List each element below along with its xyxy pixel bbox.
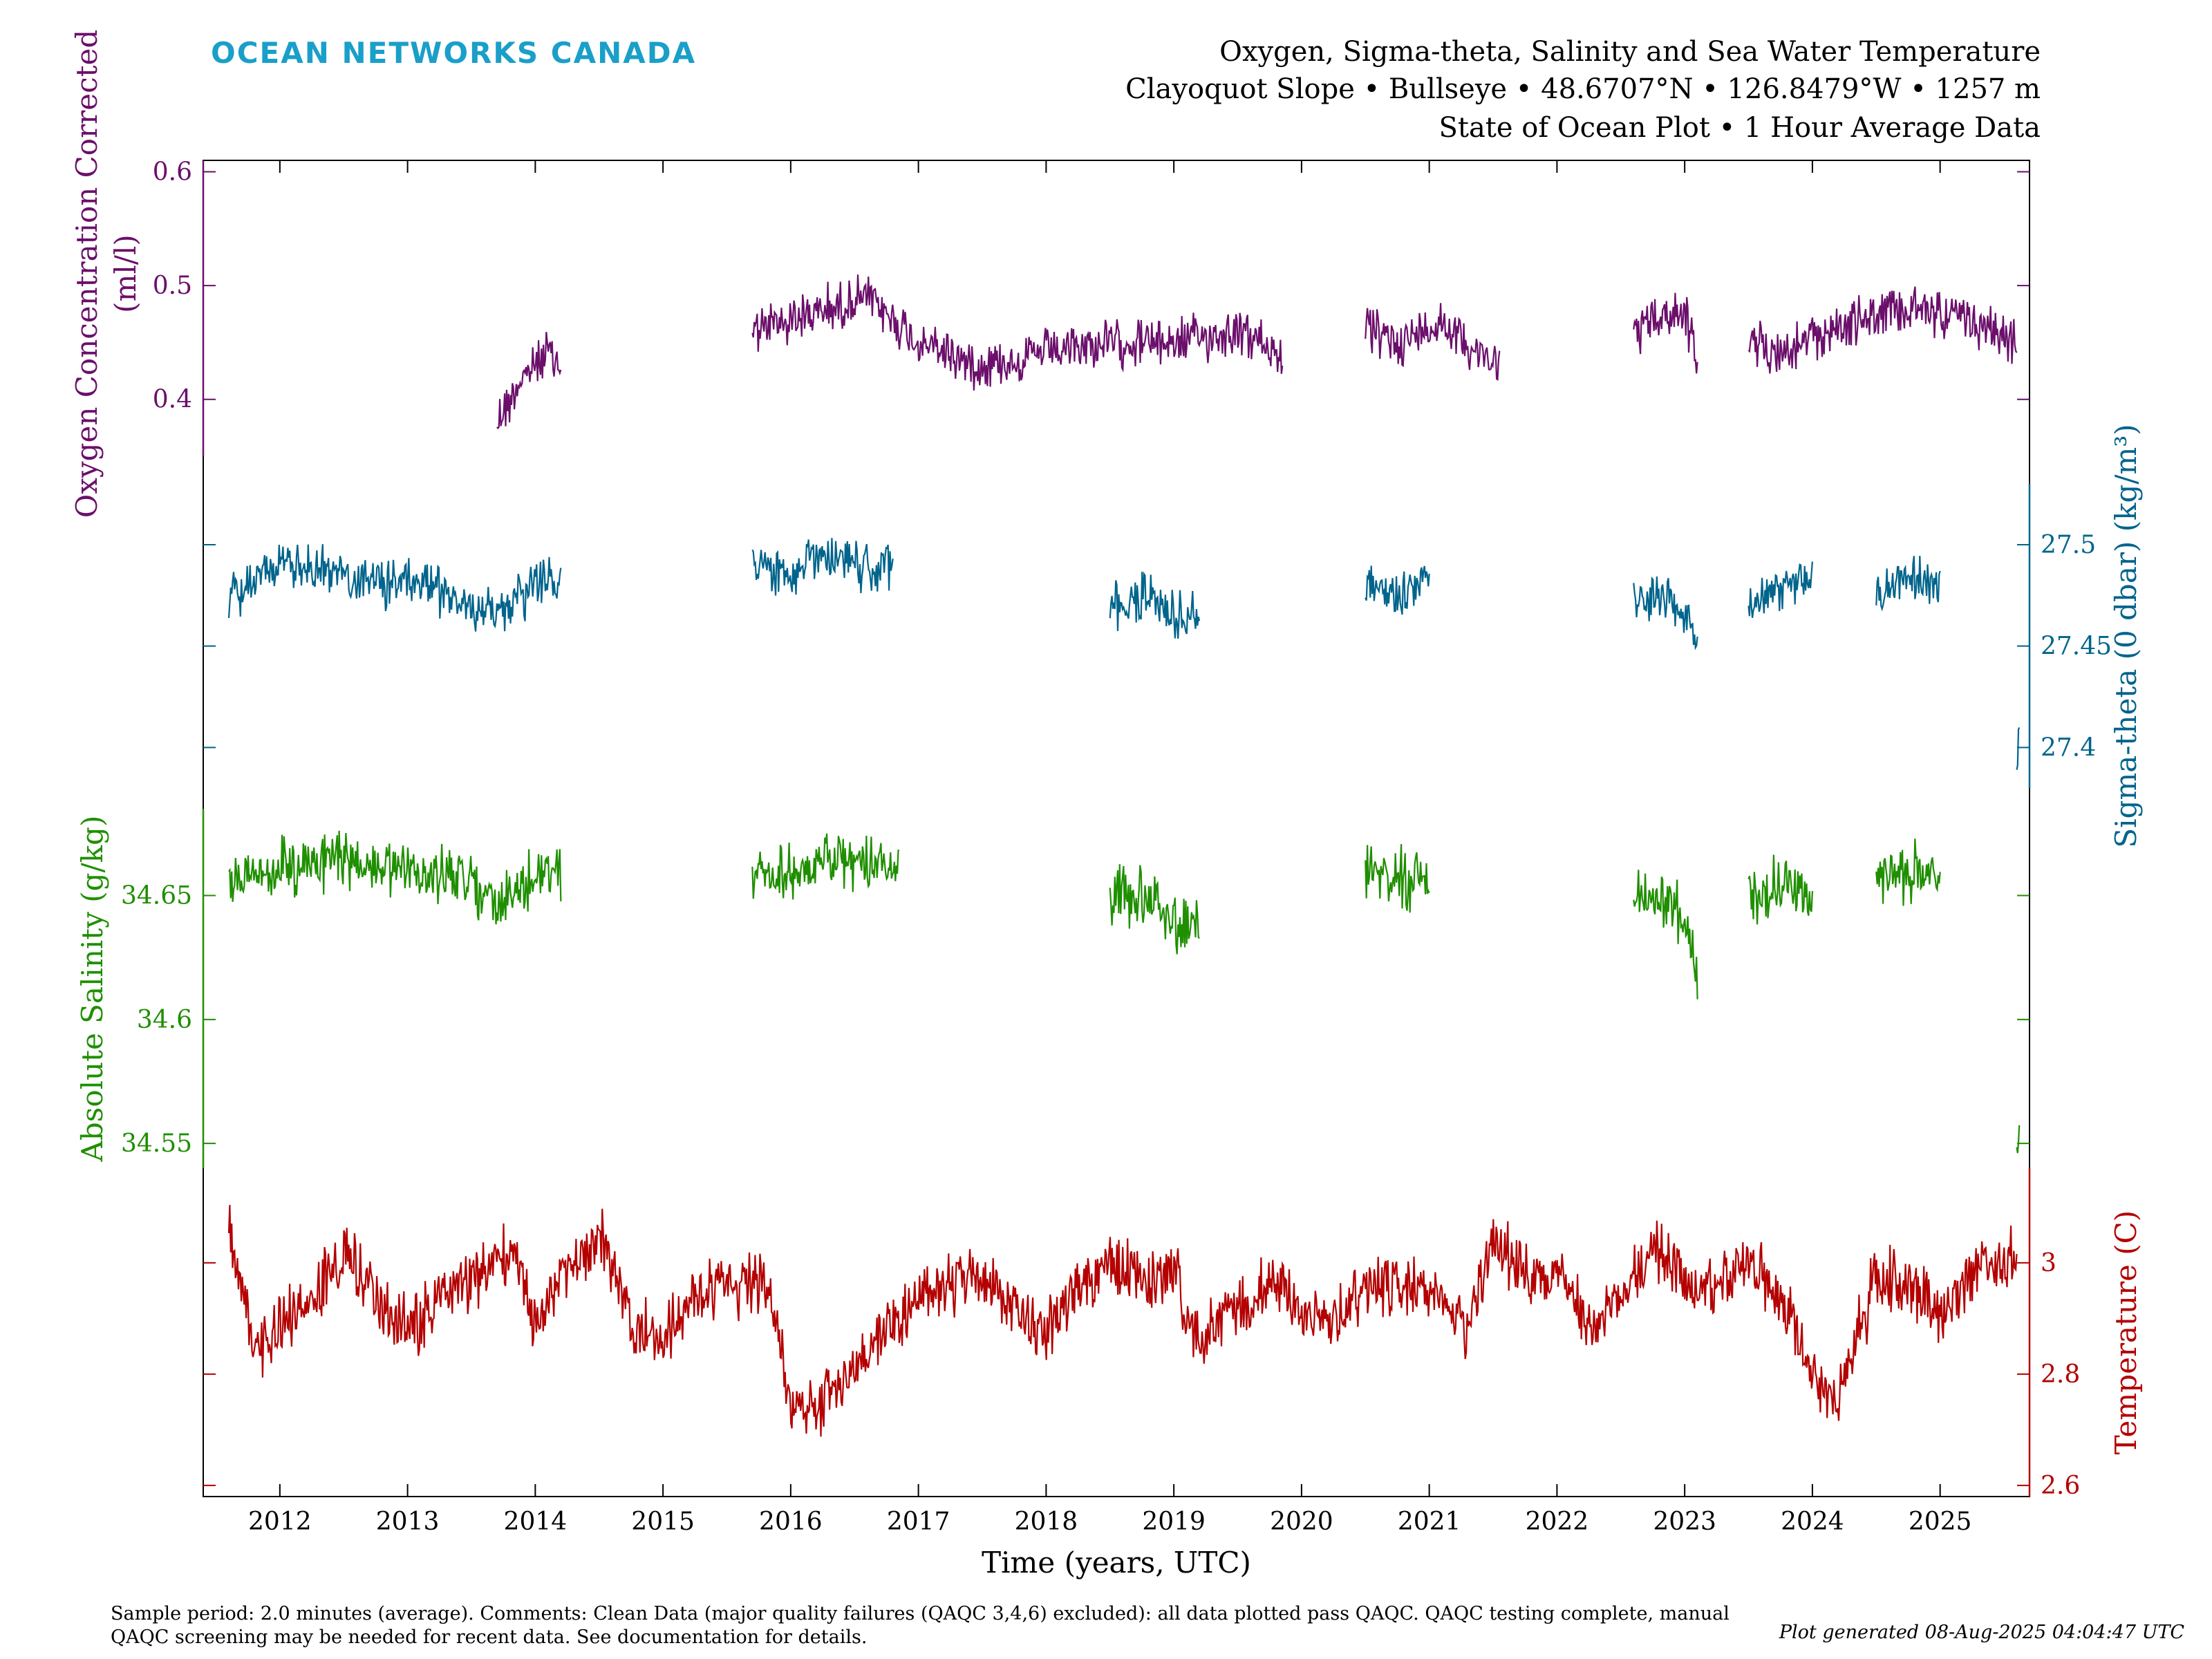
x-tick-label: 2015 bbox=[631, 1508, 695, 1536]
footer-generated-date: Plot generated 08-Aug-2025 04:04:47 UTC bbox=[1779, 1622, 2184, 1643]
y-tick-label: 27.5 bbox=[2041, 531, 2096, 559]
chart-subtitle-location: Clayoquot Slope • Bullseye • 48.6707°N •… bbox=[1125, 73, 2041, 105]
footer-comments: Sample period: 2.0 minutes (average). Co… bbox=[111, 1603, 1730, 1648]
series-0-segment-2 bbox=[1365, 303, 1501, 381]
y-tick-label: 2.6 bbox=[2041, 1472, 2080, 1500]
y-tick-label: 34.65 bbox=[121, 882, 192, 910]
series-2-segment-2 bbox=[1109, 864, 1200, 955]
y-tick-label: 27.4 bbox=[2041, 733, 2096, 762]
series-1-segment-6 bbox=[1875, 555, 1941, 612]
series-1-segment-5 bbox=[1747, 561, 1813, 618]
series-layer bbox=[227, 274, 2021, 1437]
series-1-segment-1 bbox=[751, 538, 894, 596]
series-1-segment-4 bbox=[1633, 576, 1698, 650]
x-tick-label: 2022 bbox=[1526, 1508, 1589, 1536]
series-2-segment-5 bbox=[1747, 854, 1813, 925]
series-2-segment-4 bbox=[1633, 870, 1698, 1000]
y-tick-label: 2.8 bbox=[2041, 1360, 2080, 1389]
y-axes-layer: 0.4 0.5 0.6 Oxygen Concentration Corrected(… bbox=[70, 30, 2143, 1500]
x-tick-label: 2024 bbox=[1781, 1508, 1844, 1536]
x-tick-label: 2021 bbox=[1398, 1508, 1461, 1536]
series-2-segment-7 bbox=[2016, 1125, 2021, 1154]
x-tick-label: 2018 bbox=[1015, 1508, 1078, 1536]
series-0-segment-1 bbox=[751, 274, 1284, 391]
x-axis-label: Time (years, UTC) bbox=[982, 1546, 1251, 1580]
series-2-segment-0 bbox=[228, 830, 562, 925]
y-tick-label: 0.5 bbox=[153, 272, 192, 300]
x-tick-label: 2025 bbox=[1909, 1508, 1972, 1536]
series-2-segment-6 bbox=[1875, 838, 1941, 906]
series-1-segment-2 bbox=[1109, 571, 1201, 639]
x-tick-label: 2013 bbox=[376, 1508, 440, 1536]
series-1-segment-7 bbox=[2016, 727, 2021, 770]
x-axis: 2012 2013 2014 2015 2016 2017 2018 2019 2020 2021… bbox=[248, 160, 1971, 1580]
y-tick-label: 34.55 bbox=[121, 1130, 192, 1158]
series-2-segment-1 bbox=[751, 833, 899, 900]
y-tick-label: 3 bbox=[2041, 1249, 2056, 1277]
x-tick-label: 2016 bbox=[759, 1508, 823, 1536]
y-axis-label-1: Sigma-theta (0 dbar) (kg/m³) bbox=[2109, 424, 2143, 847]
y-tick-label: 0.6 bbox=[153, 158, 192, 186]
y-tick-label: 0.4 bbox=[153, 386, 192, 414]
x-tick-label: 2017 bbox=[887, 1508, 950, 1536]
y-axis-label-3: Temperature (C) bbox=[2109, 1210, 2143, 1454]
y-axis-label-2: Absolute Salinity (g/kg) bbox=[75, 816, 109, 1163]
y-axis-label-0-line-0: Oxygen Concentration Corrected bbox=[70, 30, 104, 518]
chart-subtitle-plot-type: State of Ocean Plot • 1 Hour Average Dat… bbox=[1438, 112, 2041, 144]
x-tick-label: 2012 bbox=[248, 1508, 312, 1536]
series-0-segment-3 bbox=[1633, 292, 1698, 374]
chart-title: Oxygen, Sigma-theta, Salinity and Sea Wa… bbox=[1219, 36, 2041, 68]
y-tick-label: 34.6 bbox=[137, 1006, 192, 1034]
plot-frame bbox=[203, 160, 2030, 1497]
y-tick-label: 27.45 bbox=[2041, 632, 2112, 661]
x-tick-label: 2019 bbox=[1142, 1508, 1206, 1536]
y-axis-label-0-line-1: (ml/l) bbox=[109, 234, 142, 313]
series-2-segment-3 bbox=[1365, 844, 1430, 913]
series-0-segment-4 bbox=[1747, 286, 2018, 374]
series-1-segment-3 bbox=[1365, 565, 1430, 615]
series-3-segment-0 bbox=[227, 1205, 2018, 1437]
series-0-segment-0 bbox=[496, 332, 562, 430]
x-tick-label: 2023 bbox=[1653, 1508, 1716, 1536]
series-1-segment-0 bbox=[227, 544, 562, 632]
brand-logo-text: OCEAN NETWORKS CANADA bbox=[211, 36, 697, 70]
x-tick-label: 2014 bbox=[504, 1508, 568, 1536]
x-tick-label: 2020 bbox=[1270, 1508, 1333, 1536]
